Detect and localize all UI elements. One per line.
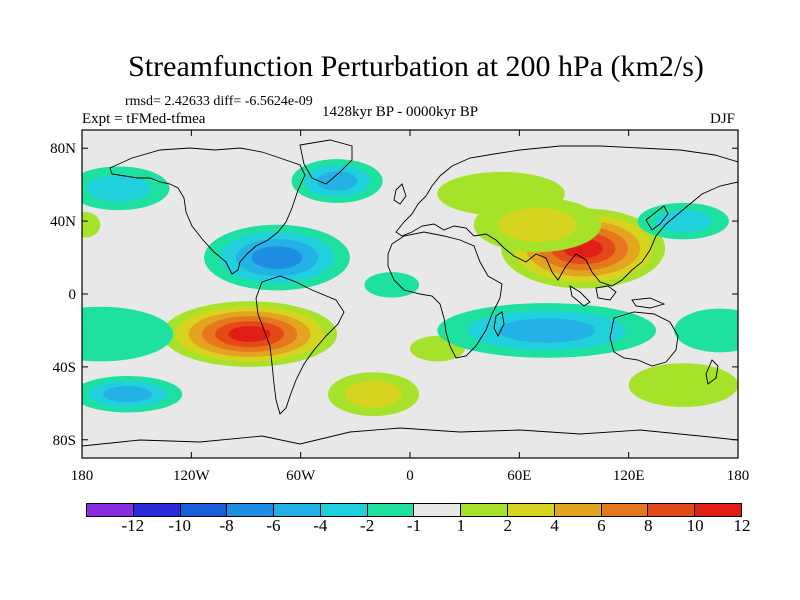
x-tick-label: 60E (507, 468, 531, 484)
coast-eurasia (395, 145, 738, 287)
coast-madagascar (493, 311, 505, 338)
coast-africa (387, 231, 503, 359)
legend-swatch-8 (461, 504, 509, 516)
legend-swatch-1 (133, 504, 181, 516)
legend-swatch-4 (274, 504, 321, 516)
legend-swatch-2 (180, 504, 228, 516)
coast-south-america (255, 275, 345, 415)
coast-australia (609, 311, 679, 367)
coast-antarctica (82, 427, 738, 447)
pacific-south-low-level-1 (82, 306, 174, 362)
period-label: 1428kyr BP - 0000kyr BP (322, 104, 479, 120)
legend-swatch-11 (601, 504, 649, 516)
rmsd-label: rmsd= 2.42633 diff= -6.5624e-09 (125, 94, 313, 109)
legend-label: 8 (644, 516, 653, 535)
streamfunction-contours (82, 159, 738, 417)
axis-ticks: 180 120W 60W 0 60E 120E 180 80N 40N 0 40S 80S (50, 130, 749, 484)
coast-japan (645, 205, 669, 231)
x-tick-label: 120E (613, 468, 645, 484)
x-tick-label: 0 (406, 468, 414, 484)
color-legend (86, 503, 742, 517)
y-tick-label: 40S (53, 360, 76, 376)
legend-swatch-6 (367, 504, 415, 516)
experiment-label: Expt = tFMed-tfmea (82, 111, 206, 127)
coast-new-guinea (631, 297, 666, 309)
coast-sumatra (569, 285, 591, 307)
north-africa-ridge-level-2 (498, 207, 577, 242)
legend-label: -6 (266, 516, 281, 535)
x-tick-label: 120W (173, 468, 211, 484)
legend-label: -4 (313, 516, 328, 535)
caribbean-low-level-4 (251, 246, 303, 269)
legend-swatch-13 (695, 504, 741, 516)
indian-ocean-low-level-3 (498, 318, 596, 343)
legend-swatch-7 (414, 504, 462, 516)
coast-new-zealand (705, 359, 719, 385)
map-title: Streamfunction Perturbation at 200 hPa (… (128, 50, 704, 83)
coastlines (82, 139, 738, 447)
legend-label: 6 (597, 516, 606, 535)
y-tick-label: 80N (50, 141, 76, 157)
season-label: DJF (710, 111, 736, 127)
y-tick-label: 80S (53, 433, 76, 449)
legend-swatch-9 (508, 504, 555, 516)
legend-label: 2 (503, 516, 512, 535)
dateline-east-level-1 (82, 212, 101, 238)
legend-label: -2 (360, 516, 375, 535)
coast-north-america (109, 147, 306, 275)
y-tick-label: 40N (50, 214, 76, 230)
legend-swatch-12 (648, 504, 696, 516)
atlantic-north-low-level-3 (316, 171, 358, 191)
australia-low-level-1 (674, 308, 738, 353)
legend-swatch-0 (87, 504, 134, 516)
legend-label: -1 (406, 516, 422, 535)
legend-swatch-3 (227, 504, 275, 516)
atlantic-equator-low-level-1 (364, 272, 420, 298)
pacific-north-low-level-2 (87, 174, 150, 202)
coast-borneo (595, 285, 617, 301)
west-pacific-ridge-level-1 (628, 363, 738, 407)
south-america-high-level-6 (228, 326, 271, 343)
south-atlantic-ridge-level-2 (345, 380, 402, 408)
legend-label: -12 (121, 516, 145, 535)
legend-label: 12 (733, 516, 751, 535)
coast-uk (393, 183, 407, 205)
legend-label: 10 (686, 516, 704, 535)
legend-label: -10 (168, 516, 192, 535)
legend-label: 1 (456, 516, 466, 535)
x-tick-label: 180 (71, 468, 94, 484)
x-tick-label: 60W (286, 468, 316, 484)
legend-label: -8 (219, 516, 234, 535)
legend-swatch-10 (554, 504, 602, 516)
legend-swatch-5 (320, 504, 368, 516)
coast-greenland (299, 139, 353, 185)
japan-low-level-2 (655, 209, 712, 233)
south-pacific-low-level-3 (103, 386, 152, 403)
legend-label: 4 (550, 516, 559, 535)
y-tick-label: 0 (69, 287, 77, 303)
x-tick-label: 180 (727, 468, 750, 484)
